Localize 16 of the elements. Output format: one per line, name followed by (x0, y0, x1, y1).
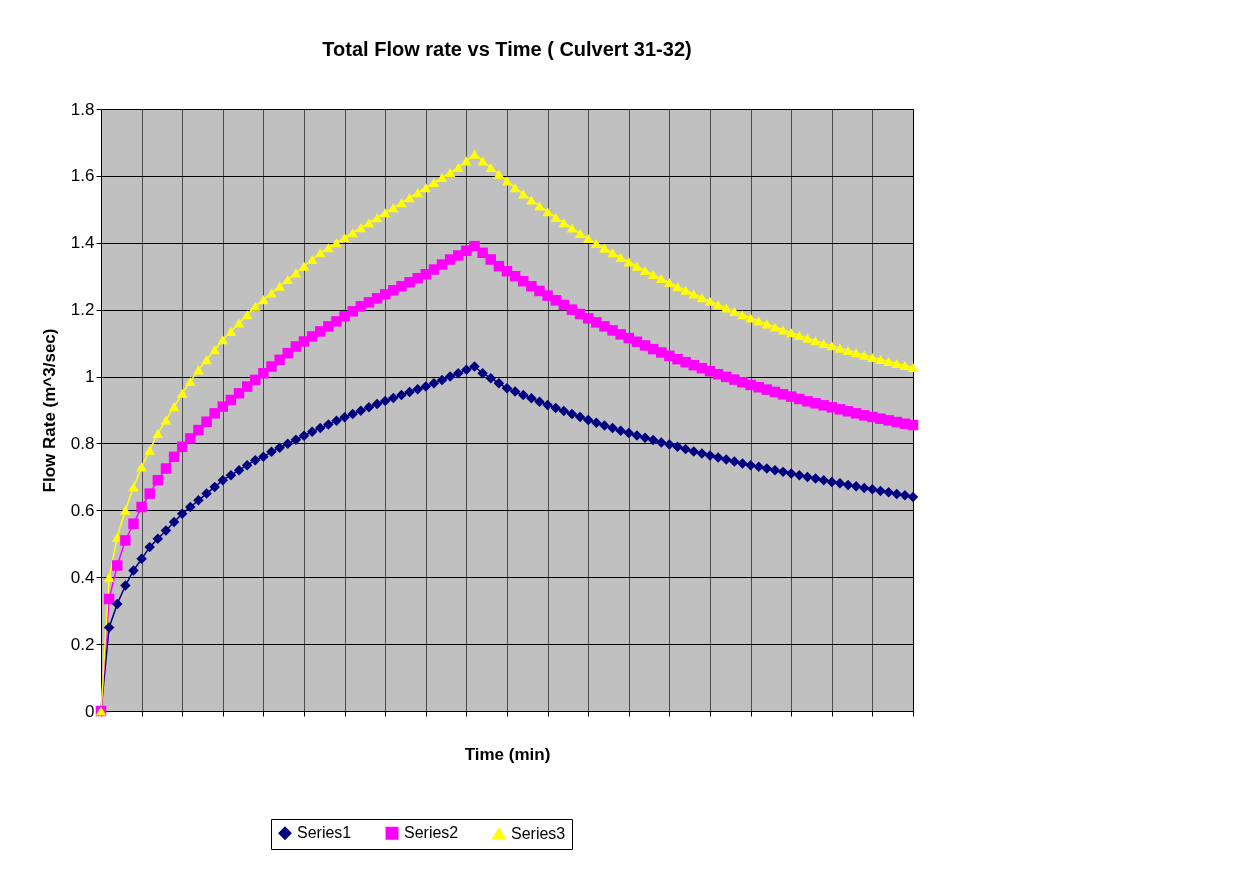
y-tick-label: 1.2 (70, 300, 95, 320)
x-axis-title: Time (min) (464, 745, 551, 764)
y-tick-label: 0.2 (70, 634, 95, 654)
chart-title: Total Flow rate vs Time ( Culvert 31-32) (322, 38, 692, 60)
y-tick-label: 0.4 (70, 567, 95, 587)
y-tick-label: 1.8 (70, 99, 95, 119)
y-tick-label: 0 (85, 701, 95, 721)
legend-label: Series1 (297, 824, 352, 842)
legend-label: Series2 (404, 824, 459, 842)
y-tick-label: 0.8 (70, 433, 95, 453)
y-tick-label: 1.6 (70, 166, 95, 186)
legend-label: Series3 (511, 824, 566, 842)
y-axis-title: Flow Rate (m^3/sec) (39, 328, 59, 493)
y-tick-label: 1 (85, 367, 95, 387)
y-tick-label: 1.4 (70, 233, 95, 253)
y-tick-label: 0.6 (70, 500, 95, 520)
